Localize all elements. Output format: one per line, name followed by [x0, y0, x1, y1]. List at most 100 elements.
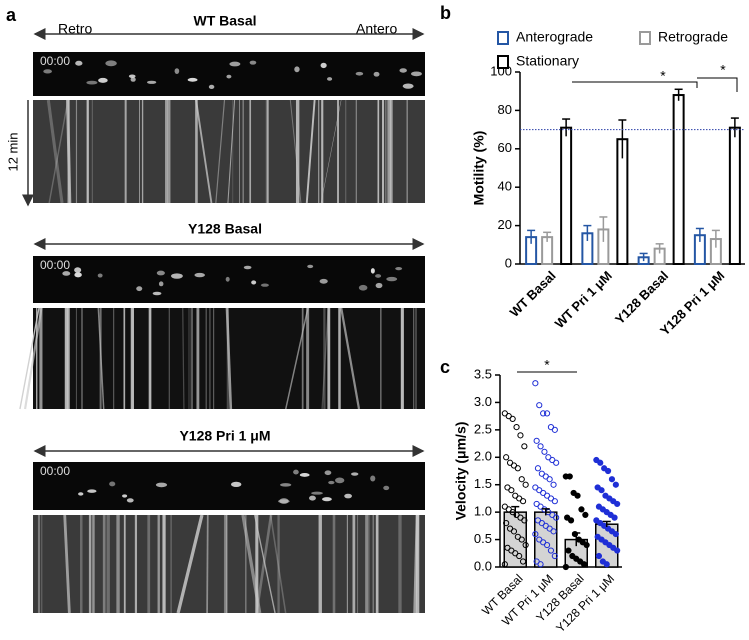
- legend-label: Anterograde: [516, 29, 593, 45]
- particle: [194, 272, 205, 278]
- timestamp: 00:00: [40, 54, 70, 68]
- kymo-track: [97, 307, 105, 410]
- y-tick-label: 2.0: [474, 449, 492, 464]
- particle: [355, 71, 364, 76]
- condition-title: Y128 Basal: [188, 221, 262, 237]
- particle: [187, 77, 198, 82]
- particle: [383, 485, 390, 491]
- y-tick-label: 0.5: [474, 531, 492, 546]
- particle: [320, 62, 327, 69]
- kymo-track: [227, 99, 236, 204]
- data-point: [551, 426, 558, 433]
- bar: [728, 126, 741, 266]
- kymo-track: [48, 99, 69, 204]
- kymo-track: [413, 514, 419, 614]
- data-point: [503, 454, 510, 461]
- data-point: [598, 487, 605, 494]
- data-point: [583, 541, 590, 549]
- particle: [78, 492, 84, 496]
- particle: [229, 61, 241, 67]
- particle: [402, 83, 414, 89]
- timestamp: 00:00: [40, 464, 70, 478]
- y-tick-label: 40: [498, 179, 512, 194]
- legend-label: Retrograde: [658, 29, 728, 45]
- data-point: [510, 528, 518, 535]
- particle: [307, 264, 314, 269]
- particle: [43, 69, 52, 74]
- particle: [327, 77, 333, 81]
- panel-label: a: [6, 5, 17, 25]
- data-point: [516, 552, 523, 560]
- data-point: [604, 467, 612, 475]
- data-point: [513, 424, 520, 431]
- particle: [156, 270, 165, 276]
- bar: [560, 126, 573, 266]
- data-point: [562, 563, 569, 571]
- particle: [358, 284, 368, 291]
- data-point: [546, 476, 553, 483]
- particle: [158, 281, 164, 287]
- data-point: [522, 541, 529, 549]
- data-point: [517, 432, 524, 439]
- data-point: [547, 547, 555, 554]
- y-tick-label: 80: [498, 102, 512, 117]
- data-point: [611, 514, 618, 521]
- data-point: [541, 448, 548, 455]
- y-tick-label: 0.0: [474, 558, 492, 573]
- legend-swatch: [639, 31, 651, 45]
- significance-bracket: [572, 81, 698, 88]
- kymo-track: [340, 307, 361, 410]
- legend-swatch: [497, 31, 509, 45]
- kymo-track: [63, 514, 71, 614]
- kymo-track: [255, 514, 273, 614]
- significance-star: *: [720, 62, 726, 78]
- kymo-track: [67, 99, 70, 204]
- kymo-track: [321, 307, 329, 410]
- particle: [130, 77, 136, 82]
- kymo-track: [269, 514, 287, 614]
- particle: [370, 475, 376, 482]
- significance-star: *: [544, 357, 550, 373]
- data-point: [503, 520, 510, 527]
- y-axis-label: Velocity (μm/s): [453, 422, 469, 521]
- particle: [279, 483, 292, 487]
- legend-swatch: [497, 55, 509, 69]
- particle: [74, 267, 82, 273]
- data-point: [522, 481, 529, 488]
- data-point: [612, 530, 619, 538]
- kymo-track: [215, 99, 226, 204]
- kymo-track: [206, 514, 209, 614]
- particle: [386, 276, 398, 282]
- significance-bracket: [697, 77, 738, 92]
- particle: [375, 282, 383, 289]
- data-point: [551, 552, 558, 560]
- y-tick-label: 1.5: [474, 476, 492, 491]
- particle: [155, 482, 168, 488]
- particle: [105, 60, 117, 67]
- condition-title: Y128 Pri 1 μM: [179, 428, 270, 444]
- particle: [309, 495, 316, 501]
- particle: [174, 68, 180, 74]
- data-point: [603, 561, 610, 568]
- particle: [399, 68, 407, 73]
- data-point: [521, 517, 528, 524]
- data-point: [532, 380, 539, 387]
- data-point: [580, 561, 588, 568]
- data-point: [518, 476, 525, 483]
- data-point: [543, 541, 551, 549]
- time-label: 12 min: [5, 132, 20, 171]
- data-point: [553, 514, 560, 521]
- y-tick-label: 60: [498, 140, 512, 155]
- particle: [62, 271, 71, 276]
- particle: [335, 477, 345, 484]
- data-point: [582, 511, 589, 518]
- particle: [319, 278, 328, 284]
- y-tick-label: 2.5: [474, 421, 492, 436]
- particle: [126, 498, 134, 503]
- particle: [375, 274, 382, 278]
- particle: [293, 469, 299, 475]
- y-tick-label: 20: [498, 217, 512, 232]
- data-point: [509, 415, 516, 422]
- data-point: [550, 528, 557, 535]
